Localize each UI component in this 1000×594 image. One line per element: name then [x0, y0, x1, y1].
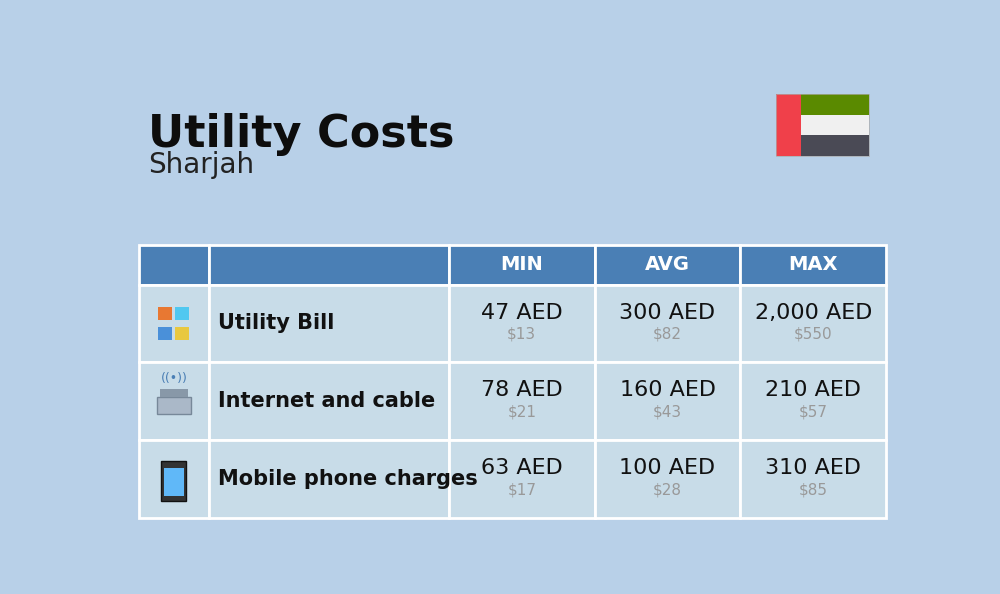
Bar [175, 307, 189, 320]
Bar [449, 440, 595, 518]
Bar [801, 115, 869, 135]
Bar [801, 135, 869, 156]
Text: $85: $85 [799, 482, 828, 497]
Bar [139, 440, 209, 518]
Bar [449, 362, 595, 440]
Bar [595, 285, 740, 362]
Bar [740, 440, 886, 518]
Bar [161, 460, 186, 501]
Text: AVG: AVG [645, 255, 690, 274]
Bar [740, 245, 886, 285]
Bar [801, 94, 869, 115]
Text: 78 AED: 78 AED [481, 380, 563, 400]
Bar [175, 327, 189, 340]
Text: $43: $43 [653, 405, 682, 419]
Text: 47 AED: 47 AED [481, 303, 563, 323]
Text: Utility Costs: Utility Costs [148, 113, 455, 156]
Text: $550: $550 [794, 327, 833, 342]
Bar [158, 327, 172, 340]
Text: $21: $21 [507, 405, 536, 419]
Bar [776, 94, 801, 156]
Bar [139, 362, 209, 440]
Text: $28: $28 [653, 482, 682, 497]
Bar [595, 245, 740, 285]
Bar [595, 362, 740, 440]
Bar [164, 468, 184, 496]
Text: 160 AED: 160 AED [620, 380, 716, 400]
Text: MIN: MIN [500, 255, 543, 274]
Text: 63 AED: 63 AED [481, 458, 563, 478]
Text: $17: $17 [507, 482, 536, 497]
Bar [209, 440, 449, 518]
Bar [740, 362, 886, 440]
Text: MAX: MAX [788, 255, 838, 274]
Text: Internet and cable: Internet and cable [218, 391, 435, 411]
Bar [449, 245, 595, 285]
Bar [776, 94, 869, 156]
Bar [740, 285, 886, 362]
Bar [158, 307, 172, 320]
Bar [209, 245, 449, 285]
Text: Sharjah: Sharjah [148, 151, 254, 179]
Text: 310 AED: 310 AED [765, 458, 861, 478]
Text: $57: $57 [799, 405, 828, 419]
Text: Mobile phone charges: Mobile phone charges [218, 469, 478, 489]
Text: 2,000 AED: 2,000 AED [755, 303, 872, 323]
Bar [139, 245, 209, 285]
Text: $82: $82 [653, 327, 682, 342]
Text: ((•)): ((•)) [160, 372, 187, 385]
Bar [157, 397, 191, 413]
Bar [209, 362, 449, 440]
Bar [449, 285, 595, 362]
Bar [209, 285, 449, 362]
Bar [160, 389, 188, 397]
Bar [139, 285, 209, 362]
Text: 100 AED: 100 AED [619, 458, 716, 478]
Text: 300 AED: 300 AED [619, 303, 716, 323]
Text: Utility Bill: Utility Bill [218, 314, 334, 333]
Text: $13: $13 [507, 327, 536, 342]
Bar [595, 440, 740, 518]
Text: 210 AED: 210 AED [765, 380, 861, 400]
